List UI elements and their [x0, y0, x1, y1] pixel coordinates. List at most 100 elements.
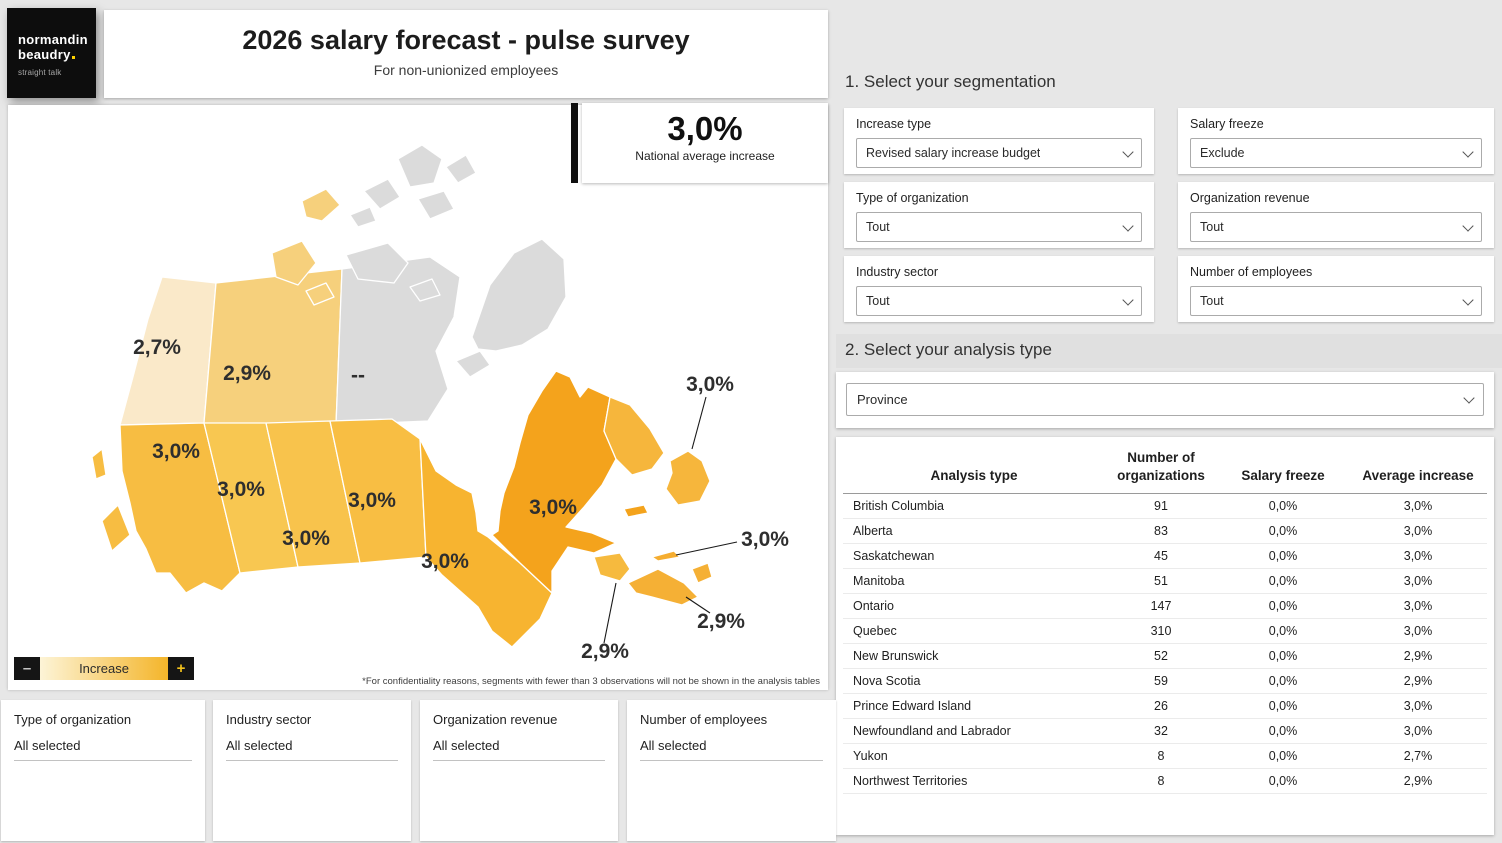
- map-island-arctic-1: [363, 178, 401, 210]
- cell-average-increase: 2,7%: [1349, 743, 1487, 770]
- analysis-type-card: Province: [836, 372, 1494, 428]
- increase-type-select[interactable]: Revised salary increase budget: [856, 138, 1142, 168]
- number-of-employees-filter-card: Number of employees Tout: [1178, 256, 1494, 322]
- type-of-organization-value: Tout: [866, 220, 890, 234]
- map-island-newfoundland[interactable]: [665, 450, 711, 506]
- map-region-prince-edward-island[interactable]: [651, 550, 681, 562]
- cell-average-increase: 3,0%: [1349, 593, 1487, 620]
- chevron-down-icon: [1462, 219, 1474, 232]
- table-row[interactable]: Prince Edward Island 26 0,0% 3,0%: [843, 693, 1487, 720]
- organization-revenue-value: Tout: [1200, 220, 1224, 234]
- table-row[interactable]: British Columbia 91 0,0% 3,0%: [843, 493, 1487, 520]
- cell-organizations: 26: [1105, 693, 1217, 720]
- table-row[interactable]: Northwest Territories 8 0,0% 2,9%: [843, 768, 1487, 795]
- increase-legend: – Increase +: [14, 657, 194, 680]
- increase-type-label: Increase type: [856, 117, 932, 131]
- salary-freeze-select[interactable]: Exclude: [1190, 138, 1482, 168]
- table-row[interactable]: Nova Scotia 59 0,0% 2,9%: [843, 668, 1487, 695]
- table-row[interactable]: Saskatchewan 45 0,0% 3,0%: [843, 543, 1487, 570]
- cell-analysis-type: Newfoundland and Labrador: [843, 718, 1105, 745]
- analysis-type-value: Province: [857, 392, 908, 407]
- cell-organizations: 52: [1105, 643, 1217, 670]
- cell-organizations: 91: [1105, 493, 1217, 520]
- table-row[interactable]: Alberta 83 0,0% 3,0%: [843, 518, 1487, 545]
- cell-average-increase: 3,0%: [1349, 518, 1487, 545]
- cell-analysis-type: Ontario: [843, 593, 1105, 620]
- analysis-type-select[interactable]: Province: [846, 383, 1484, 416]
- cell-average-increase: 3,0%: [1349, 543, 1487, 570]
- cell-analysis-type: British Columbia: [843, 493, 1105, 520]
- legend-minus-icon: –: [14, 657, 40, 680]
- cell-salary-freeze: 0,0%: [1217, 643, 1349, 670]
- legend-gradient-bar: Increase: [40, 657, 168, 680]
- cell-salary-freeze: 0,0%: [1217, 718, 1349, 745]
- cell-analysis-type: Quebec: [843, 618, 1105, 645]
- map-region-nunavut[interactable]: [335, 256, 461, 426]
- organization-revenue-select[interactable]: Tout: [1190, 212, 1482, 242]
- table-row[interactable]: New Brunswick 52 0,0% 2,9%: [843, 643, 1487, 670]
- page-subtitle: For non-unionized employees: [373, 62, 559, 78]
- cell-organizations: 310: [1105, 618, 1217, 645]
- organization-revenue-slicer-value[interactable]: All selected: [433, 738, 605, 761]
- leader-line-new-brunswick: [603, 582, 617, 644]
- organization-revenue-slicer: Organization revenue All selected: [420, 700, 618, 841]
- chevron-down-icon: [1122, 293, 1134, 306]
- table-row[interactable]: Ontario 147 0,0% 3,0%: [843, 593, 1487, 620]
- leader-line-pei: [675, 541, 738, 556]
- page-title: 2026 salary forecast - pulse survey: [242, 25, 690, 55]
- cell-salary-freeze: 0,0%: [1217, 568, 1349, 595]
- cell-average-increase: 2,9%: [1349, 643, 1487, 670]
- table-row[interactable]: Manitoba 51 0,0% 3,0%: [843, 568, 1487, 595]
- number-of-employees-slicer-value[interactable]: All selected: [640, 738, 823, 761]
- type-of-organization-select[interactable]: Tout: [856, 212, 1142, 242]
- map-value-label-mb: 3,0%: [348, 489, 396, 512]
- cell-salary-freeze: 0,0%: [1217, 618, 1349, 645]
- map-value-label-ab: 3,0%: [217, 478, 265, 501]
- map-value-label-on: 3,0%: [421, 550, 469, 573]
- analysis-heading-band: [836, 334, 1502, 368]
- salary-freeze-label: Salary freeze: [1190, 117, 1264, 131]
- industry-sector-select[interactable]: Tout: [856, 286, 1142, 316]
- map-value-label-nb: 2,9%: [581, 640, 629, 663]
- legend-plus-icon: +: [168, 657, 194, 680]
- confidentiality-footnote: *For confidentiality reasons, segments w…: [362, 676, 820, 687]
- cell-salary-freeze: 0,0%: [1217, 593, 1349, 620]
- industry-sector-slicer-value[interactable]: All selected: [226, 738, 398, 761]
- cell-analysis-type: Northwest Territories: [843, 768, 1105, 795]
- industry-sector-filter-card: Industry sector Tout: [844, 256, 1154, 322]
- map-region-nova-scotia[interactable]: [627, 568, 699, 606]
- cell-analysis-type: Nova Scotia: [843, 668, 1105, 695]
- col-header-salary-freeze[interactable]: Salary freeze: [1217, 443, 1349, 495]
- type-of-organization-label: Type of organization: [856, 191, 969, 205]
- number-of-employees-select[interactable]: Tout: [1190, 286, 1482, 316]
- leader-line-newfoundland: [691, 396, 707, 450]
- table-row[interactable]: Quebec 310 0,0% 3,0%: [843, 618, 1487, 645]
- map-region-labrador[interactable]: [603, 396, 665, 476]
- col-header-number-of-organizations[interactable]: Number of organizations: [1105, 443, 1217, 495]
- map-value-label-yt: 2,7%: [133, 336, 181, 359]
- industry-sector-slicer-title: Industry sector: [226, 712, 312, 727]
- brand-tagline: straight talk: [18, 68, 62, 77]
- chevron-down-icon: [1122, 145, 1134, 158]
- map-value-label-sk: 3,0%: [282, 527, 330, 550]
- map-region-new-brunswick[interactable]: [593, 552, 631, 582]
- industry-sector-slicer: Industry sector All selected: [213, 700, 411, 841]
- map-value-label-nl: 3,0%: [686, 373, 734, 396]
- cell-organizations: 8: [1105, 768, 1217, 795]
- increase-type-value: Revised salary increase budget: [866, 146, 1041, 160]
- map-island-anticosti: [623, 504, 649, 518]
- col-header-average-increase[interactable]: Average increase: [1349, 443, 1487, 495]
- cell-organizations: 32: [1105, 718, 1217, 745]
- cell-salary-freeze: 0,0%: [1217, 543, 1349, 570]
- map-island-arctic-2: [417, 190, 455, 220]
- number-of-employees-slicer: Number of employees All selected: [627, 700, 836, 841]
- cell-organizations: 8: [1105, 743, 1217, 770]
- number-of-employees-slicer-title: Number of employees: [640, 712, 768, 727]
- table-row[interactable]: Yukon 8 0,0% 2,7%: [843, 743, 1487, 770]
- type-of-organization-filter-card: Type of organization Tout: [844, 182, 1154, 248]
- analysis-table-body: British Columbia 91 0,0% 3,0% Alberta 83 0,0% 3…: [843, 493, 1487, 795]
- table-row[interactable]: Newfoundland and Labrador 32 0,0% 3,0%: [843, 718, 1487, 745]
- col-header-analysis-type[interactable]: Analysis type: [843, 443, 1105, 495]
- type-of-organization-slicer-value[interactable]: All selected: [14, 738, 192, 761]
- organization-revenue-filter-card: Organization revenue Tout: [1178, 182, 1494, 248]
